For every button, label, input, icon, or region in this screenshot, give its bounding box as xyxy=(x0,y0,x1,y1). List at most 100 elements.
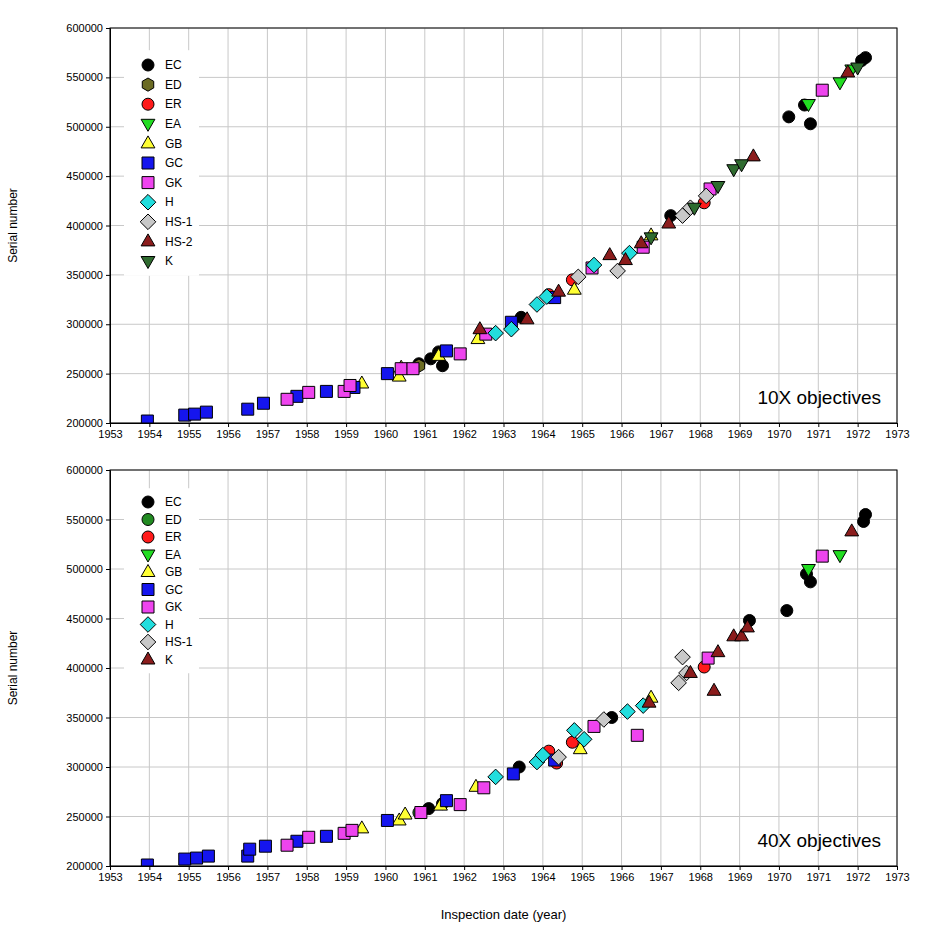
x-tick: 1971 xyxy=(807,866,831,883)
y-tick: 450000 xyxy=(66,170,110,182)
point xyxy=(141,415,153,423)
legend-label: HS-2 xyxy=(165,235,193,249)
point xyxy=(437,360,449,372)
series xyxy=(141,754,560,866)
x-tick: 1958 xyxy=(295,866,319,883)
legend: ECEDEREAGBGCGKHHS-1HS-2K xyxy=(124,50,199,276)
x-tick-label: 1965 xyxy=(570,871,594,883)
x-tick-mark xyxy=(700,423,701,427)
x-tick-label: 1954 xyxy=(138,871,162,883)
plot-background xyxy=(110,28,897,423)
series xyxy=(355,690,658,833)
point xyxy=(851,63,865,75)
y-tick-label: 600000 xyxy=(66,464,103,476)
point xyxy=(735,160,749,172)
grid xyxy=(110,28,897,423)
point xyxy=(698,188,714,204)
y-tick-label: 450000 xyxy=(66,613,103,625)
point xyxy=(586,257,602,273)
x-tick: 1970 xyxy=(767,866,791,883)
y-tick: 450000 xyxy=(66,613,110,625)
y-tick: 250000 xyxy=(66,811,110,823)
x-tick-label: 1960 xyxy=(374,428,398,440)
point xyxy=(381,368,393,380)
y-tick: 350000 xyxy=(66,269,110,281)
legend-marker xyxy=(142,98,154,110)
legend-box xyxy=(124,50,199,276)
point xyxy=(781,605,793,617)
y-tick-label: 350000 xyxy=(66,269,103,281)
point xyxy=(415,807,427,819)
x-tick-mark xyxy=(818,423,819,427)
point xyxy=(346,824,358,836)
legend-marker xyxy=(142,496,154,508)
x-tick: 1967 xyxy=(649,423,673,440)
x-tick-label: 1958 xyxy=(295,428,319,440)
x-tick-label: 1965 xyxy=(570,428,594,440)
legend-label: ED xyxy=(165,78,182,92)
x-tick-mark xyxy=(425,866,426,870)
y-tick: 200000 xyxy=(66,860,110,872)
y-tick-label: 250000 xyxy=(66,811,103,823)
point xyxy=(631,729,643,741)
series xyxy=(281,550,828,851)
legend-marker xyxy=(141,550,155,562)
point xyxy=(662,216,676,228)
grid-line-y xyxy=(110,519,897,520)
x-tick-mark xyxy=(425,423,426,427)
x-tick: 1955 xyxy=(177,866,201,883)
y-tick-label: 300000 xyxy=(66,761,103,773)
legend-marker xyxy=(142,59,154,71)
legend-marker xyxy=(142,177,154,189)
x-tick-label: 1956 xyxy=(216,428,240,440)
point xyxy=(191,852,203,864)
y-tick-label: 550000 xyxy=(66,71,103,83)
x-tick-label: 1968 xyxy=(689,871,713,883)
x-tick-mark xyxy=(149,866,150,870)
y-tick-mark xyxy=(106,767,110,768)
x-tick-mark xyxy=(267,866,268,870)
grid-line-y xyxy=(110,324,897,325)
x-tick-label: 1955 xyxy=(177,428,201,440)
y-tick-mark xyxy=(106,520,110,521)
x-tick: 1968 xyxy=(689,423,713,440)
y-tick-label: 450000 xyxy=(66,170,103,182)
x-tick-label: 1969 xyxy=(728,871,752,883)
point xyxy=(741,620,755,632)
series xyxy=(802,551,847,577)
x-tick-label: 1962 xyxy=(452,871,476,883)
series xyxy=(281,84,828,405)
y-tick-mark xyxy=(106,866,110,867)
point xyxy=(644,233,658,245)
x-tick: 1973 xyxy=(885,423,909,440)
x-tick-label: 1967 xyxy=(649,428,673,440)
legend-marker xyxy=(140,194,156,210)
x-tick-label: 1957 xyxy=(256,428,280,440)
x-tick-mark xyxy=(779,423,780,427)
y-tick-label: 550000 xyxy=(66,514,103,526)
legend-marker xyxy=(141,565,155,577)
point xyxy=(833,78,847,90)
y-tick-mark xyxy=(106,28,110,29)
point xyxy=(746,149,760,161)
x-tick-mark xyxy=(267,423,268,427)
point xyxy=(707,683,721,695)
x-tick-mark xyxy=(897,423,898,427)
x-tick: 1960 xyxy=(374,866,398,883)
x-tick-label: 1963 xyxy=(492,428,516,440)
point xyxy=(395,363,407,375)
y-tick: 500000 xyxy=(66,121,110,133)
legend-label: ER xyxy=(165,97,182,111)
y-tick: 350000 xyxy=(66,712,110,724)
point xyxy=(141,859,153,866)
y-tick-label: 400000 xyxy=(66,220,103,232)
y-tick-mark xyxy=(106,668,110,669)
x-axis: 1953195419551956195719581959196019611962… xyxy=(98,423,909,440)
point xyxy=(398,807,412,819)
series xyxy=(642,524,858,707)
y-tick: 550000 xyxy=(66,514,110,526)
legend-marker xyxy=(140,617,156,633)
y-tick: 500000 xyxy=(66,563,110,575)
x-tick-label: 1961 xyxy=(413,428,437,440)
point xyxy=(603,248,617,260)
